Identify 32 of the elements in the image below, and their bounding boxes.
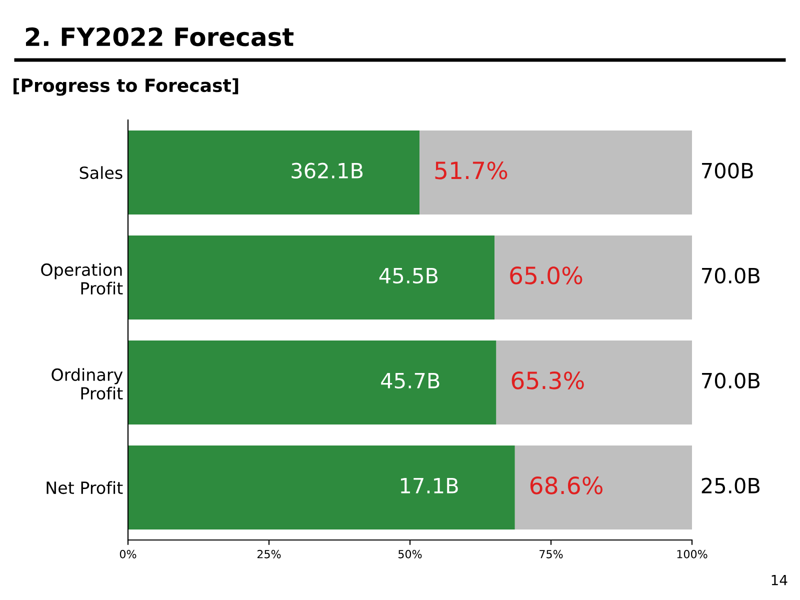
annotation: 700B: [702, 162, 753, 179]
annotation: 65.3%: [512, 371, 584, 390]
annotation: 25.0B: [702, 478, 760, 494]
x-tick-label: 50%: [398, 550, 422, 558]
y-tick-label: Ordinary Profit: [52, 368, 123, 400]
annotation: 362.1B: [292, 162, 363, 179]
x-tick-label: 100%: [677, 550, 708, 558]
bar: [128, 236, 495, 320]
y-tick-label: Operation Profit: [41, 263, 123, 295]
x-tick-label: 75%: [540, 550, 563, 558]
annotation: 65.0%: [510, 266, 582, 284]
bar: [514, 446, 692, 530]
y-tick-label: Sales: [80, 166, 122, 180]
annotation: 45.5B: [379, 268, 438, 284]
x-tick-label: 0%: [120, 550, 136, 558]
bar: [494, 236, 692, 320]
y-tick-label: Net Profit: [46, 481, 123, 494]
annotation: 70.0B: [702, 372, 760, 389]
annotation: 70.0B: [702, 268, 760, 284]
x-tick-label: 25%: [257, 550, 281, 558]
bar: [128, 446, 515, 530]
bar: [128, 340, 496, 424]
annotation: 45.7B: [381, 373, 440, 389]
bar: [128, 130, 420, 214]
bar: [420, 130, 692, 214]
chart-subtitle: [Progress to Forecast]: [14, 78, 238, 96]
text: 14: [772, 574, 788, 586]
annotation: 68.6%: [530, 476, 602, 494]
chart-title: 2. FY2022 Forecast: [26, 27, 294, 46]
annotation: 51.7%: [435, 161, 508, 180]
bar: [496, 340, 692, 424]
annotation: 17.1B: [400, 478, 458, 494]
